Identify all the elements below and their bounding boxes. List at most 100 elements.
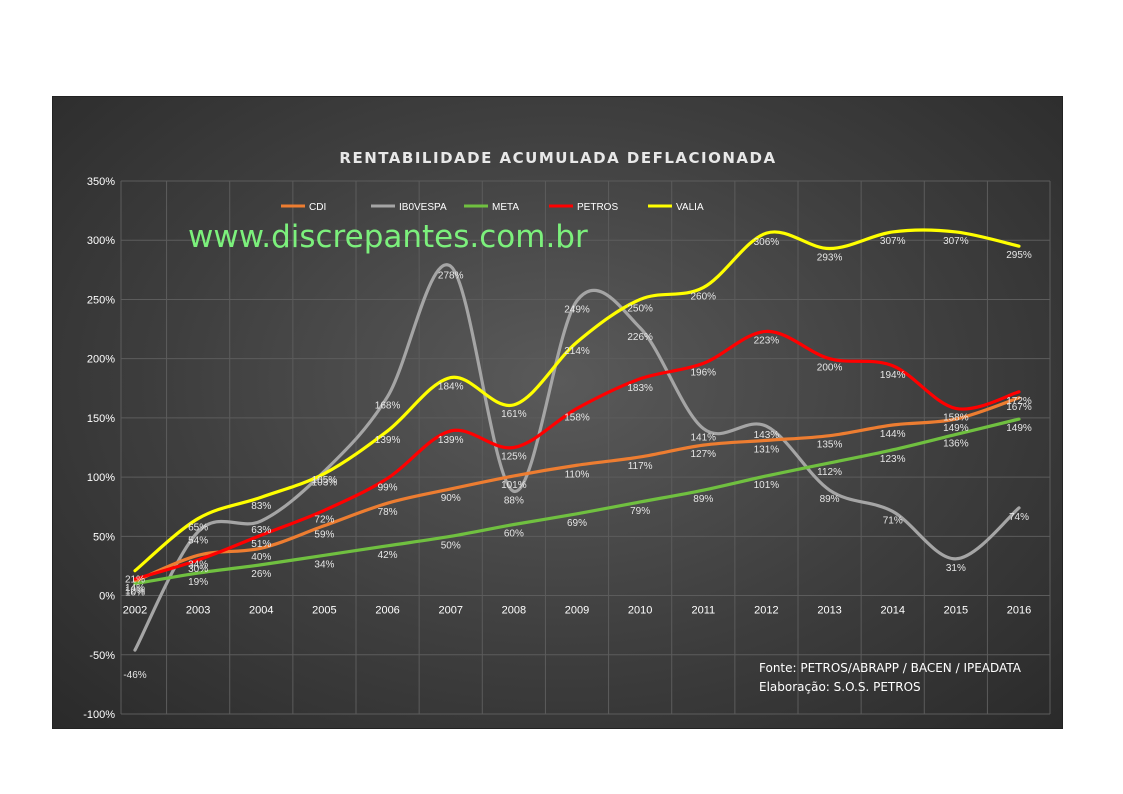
- data-label: 89%: [693, 494, 713, 505]
- x-tick-label: 2010: [628, 605, 652, 617]
- y-tick-label: -50%: [89, 650, 115, 662]
- watermark-text: www.discrepantes.com.br: [188, 219, 588, 255]
- chart-panel: RENTABILIDADE ACUMULADA DEFLACIONADA CDI…: [52, 96, 1063, 729]
- data-label: 123%: [880, 454, 906, 465]
- data-label: 83%: [251, 501, 271, 512]
- data-label: 65%: [188, 523, 208, 534]
- data-label: 135%: [817, 440, 843, 451]
- data-label: 63%: [251, 525, 271, 536]
- data-label: 200%: [817, 363, 843, 374]
- data-label: 14%: [125, 583, 145, 594]
- data-label: 141%: [690, 433, 716, 444]
- data-label: 167%: [1006, 402, 1032, 413]
- data-label: 59%: [314, 530, 334, 541]
- data-label: 79%: [630, 506, 650, 517]
- data-label: 307%: [880, 236, 906, 247]
- x-tick-label: 2003: [186, 605, 210, 617]
- data-label: 99%: [378, 482, 398, 493]
- data-label: 90%: [441, 493, 461, 504]
- x-tick-label: 2011: [691, 605, 715, 617]
- x-tick-label: 2015: [944, 605, 968, 617]
- data-label: 19%: [188, 577, 208, 588]
- data-label: 278%: [438, 270, 464, 281]
- x-tick-label: 2013: [817, 605, 841, 617]
- data-label: 295%: [1006, 250, 1032, 261]
- data-label: 31%: [946, 563, 966, 574]
- data-label: -46%: [123, 670, 146, 681]
- grid-layer: [120, 180, 1051, 715]
- x-tick-label: 2006: [375, 605, 399, 617]
- data-label: 12%: [125, 585, 145, 596]
- data-label: 260%: [690, 292, 716, 303]
- data-label: 110%: [565, 469, 590, 480]
- data-label: 293%: [817, 253, 843, 264]
- data-label: 89%: [820, 494, 840, 505]
- series-line-petros: [133, 329, 1021, 581]
- data-label: 226%: [627, 332, 653, 343]
- data-label: 149%: [943, 423, 969, 434]
- data-label: 34%: [314, 559, 334, 570]
- data-label-layer: 12% 34% 40% 59% 78% 90% 101% 110% 117% 127% 131% 13…: [123, 236, 1032, 681]
- data-label: 69%: [567, 518, 587, 529]
- data-label: 161%: [501, 409, 527, 420]
- data-label: 196%: [690, 367, 716, 378]
- x-tick-label: 2014: [880, 605, 904, 617]
- legend: CDI IB0VESPA META PETROS VALIA: [281, 202, 704, 213]
- data-label: 306%: [754, 237, 780, 248]
- y-tick-label: 150%: [87, 413, 115, 425]
- x-tick-label: 2012: [754, 605, 778, 617]
- data-label: 30%: [188, 564, 208, 575]
- data-label: 168%: [375, 401, 401, 412]
- data-label: 125%: [501, 452, 527, 463]
- data-label: 34%: [188, 559, 208, 570]
- data-label: 26%: [251, 569, 271, 580]
- y-tick-label: 300%: [87, 235, 115, 247]
- data-label: 112%: [817, 467, 842, 478]
- y-tick-label: 200%: [87, 354, 115, 366]
- legend-label: IB0VESPA: [399, 202, 447, 213]
- data-label: 88%: [504, 495, 524, 506]
- data-label: 184%: [438, 382, 464, 393]
- series-line-meta: [133, 417, 1021, 586]
- x-tick-label: 2007: [438, 605, 462, 617]
- y-tick-label: 0%: [99, 591, 115, 603]
- series-line-cdi: [133, 396, 1021, 583]
- data-label: 117%: [628, 461, 653, 472]
- data-label: 10%: [125, 588, 145, 599]
- data-label: 144%: [880, 429, 906, 440]
- data-label: 21%: [125, 575, 145, 586]
- x-tick-label: 2005: [312, 605, 336, 617]
- data-label: 158%: [564, 412, 590, 423]
- data-label: 101%: [754, 480, 780, 491]
- data-label: 139%: [438, 435, 464, 446]
- data-label: 214%: [564, 346, 590, 357]
- data-label: 183%: [627, 383, 653, 394]
- data-label: 50%: [441, 540, 461, 551]
- x-tick-label: 2009: [565, 605, 589, 617]
- legend-label: META: [492, 202, 519, 213]
- data-label: 72%: [314, 514, 334, 525]
- data-label: 307%: [943, 236, 969, 247]
- data-label: 127%: [690, 449, 716, 460]
- data-label: 136%: [943, 438, 969, 449]
- data-label: 60%: [504, 528, 524, 539]
- y-tick-label: -100%: [83, 709, 115, 721]
- x-axis: 2002 2003 2004 2005 2006 2007 2008 2009 2010 2011…: [123, 605, 1031, 617]
- series-layer: [133, 228, 1021, 652]
- data-label: 101%: [501, 480, 527, 491]
- data-label: 103%: [312, 478, 338, 489]
- x-tick-label: 2004: [249, 605, 273, 617]
- data-label: 40%: [251, 552, 271, 563]
- series-line-valia: [133, 228, 1021, 573]
- x-tick-label: 2016: [1007, 605, 1031, 617]
- y-tick-label: 350%: [87, 176, 115, 188]
- series-line-ib0vespa: [133, 263, 1021, 652]
- data-label: 194%: [880, 370, 906, 381]
- data-label: 74%: [1009, 512, 1029, 523]
- legend-label: VALIA: [676, 202, 704, 213]
- data-label: 42%: [378, 550, 398, 561]
- data-label: 172%: [1006, 396, 1032, 407]
- data-label: 158%: [943, 412, 969, 423]
- x-tick-label: 2008: [502, 605, 526, 617]
- data-label: 250%: [627, 303, 653, 314]
